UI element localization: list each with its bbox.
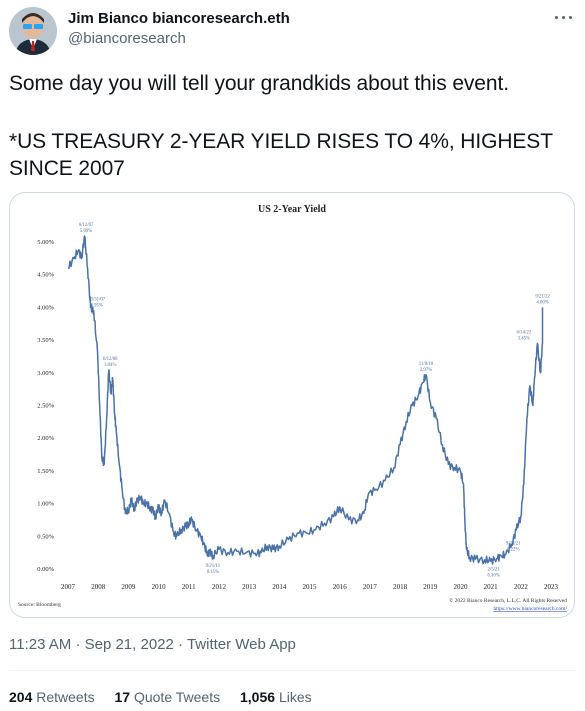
x-tick-label: 2014 xyxy=(272,583,287,591)
likes-label: Likes xyxy=(278,689,312,705)
x-tick-label: 2012 xyxy=(212,583,227,591)
y-tick-label: 1.00% xyxy=(37,501,54,508)
x-tick-label: 2017 xyxy=(363,583,378,591)
annotation-label: 0.10% xyxy=(487,573,499,578)
retweets-count: 204 xyxy=(9,689,33,705)
annotation-label: 10/31/07 xyxy=(88,298,106,303)
annotation-label: 2/5/21 xyxy=(488,567,501,572)
divider xyxy=(9,670,576,671)
x-tick-label: 2008 xyxy=(91,583,106,591)
x-tick-label: 2007 xyxy=(61,583,76,591)
tweet-timestamp[interactable]: 11:23 AM · Sep 21, 2022 · Twitter Web Ap… xyxy=(9,636,296,653)
yield-chart: US 2-Year Yield 0.00% 0.50% 1.00% 1.50% 2.00… xyxy=(18,204,567,612)
annotation-label: 6/12/07 xyxy=(79,223,94,228)
x-tick-label: 2009 xyxy=(121,583,136,591)
y-tick-label: 1.50% xyxy=(37,468,54,475)
tweet-media-image[interactable]: US 2-Year Yield 0.00% 0.50% 1.00% 1.50% 2.00… xyxy=(9,192,575,618)
quotes-label: Quote Tweets xyxy=(133,689,221,705)
y-tick-label: 4.00% xyxy=(37,304,54,311)
more-options-button[interactable] xyxy=(552,6,576,28)
annotation-label: 4.00% xyxy=(536,300,548,305)
x-tick-label: 2016 xyxy=(333,583,348,591)
x-tick-label: 2022 xyxy=(514,583,529,591)
annotation-label: 3.04% xyxy=(104,363,116,368)
chart-title: US 2-Year Yield xyxy=(258,204,326,215)
x-tick-label: 2021 xyxy=(484,583,499,591)
annotation-label: 0.22% xyxy=(507,548,519,553)
tweet-client[interactable]: Twitter Web App xyxy=(186,636,296,653)
likes-stat[interactable]: 1,056 Likes xyxy=(240,689,312,705)
annotation-label: 5.09% xyxy=(80,229,92,234)
retweets-stat[interactable]: 204 Retweets xyxy=(9,689,95,705)
annotation-label: 6/12/08 xyxy=(103,357,118,362)
y-tick-label: 2.50% xyxy=(37,403,54,410)
annotation-label: 11/8/18 xyxy=(419,362,434,367)
annotation-label: 9/20/21 xyxy=(506,542,521,547)
x-tick-label: 2020 xyxy=(453,583,468,591)
quote-tweets-stat[interactable]: 17 Quote Tweets xyxy=(115,689,221,705)
engagement-stats: 204 Retweets 17 Quote Tweets 1,056 Likes xyxy=(9,689,328,705)
x-tick-label: 2013 xyxy=(242,583,257,591)
x-tick-label: 2023 xyxy=(544,583,559,591)
x-tick-label: 2010 xyxy=(152,583,167,591)
retweets-label: Retweets xyxy=(36,689,95,705)
annotation-label: 3.45% xyxy=(518,336,530,341)
author-name[interactable]: Jim Bianco biancoresearch.eth xyxy=(68,10,290,27)
x-tick-label: 2018 xyxy=(393,583,408,591)
y-tick-label: 5.00% xyxy=(37,239,54,246)
author-handle[interactable]: @biancoresearch xyxy=(68,30,186,47)
annotation-label: 0.15% xyxy=(207,570,219,575)
annotation-label: 3.95% xyxy=(90,304,102,309)
more-dot-icon xyxy=(569,16,572,19)
annotation-label: 2.97% xyxy=(420,368,432,373)
y-tick-label: 2.00% xyxy=(37,435,54,442)
y-tick-label: 4.50% xyxy=(37,272,54,279)
x-tick-label: 2011 xyxy=(182,583,196,591)
tweet-time: 11:23 AM xyxy=(9,636,72,653)
tweet-text-line: Some day you will tell your grandkids ab… xyxy=(9,72,509,95)
avatar[interactable] xyxy=(9,7,57,55)
copyright-label: © 2022 Bianco Research, L.L.C. All Right… xyxy=(449,597,567,604)
tweet-text-line: *US TREASURY 2-YEAR YIELD RISES TO 4%, H… xyxy=(9,130,553,153)
annotation-label: 9/21/22 xyxy=(535,294,550,299)
quotes-count: 17 xyxy=(114,689,131,705)
y-tick-label: 0.00% xyxy=(37,566,54,573)
x-tick-label: 2019 xyxy=(423,583,438,591)
source-label: Source: Bloomberg xyxy=(18,602,61,608)
y-tick-label: 3.00% xyxy=(37,370,54,377)
tweet-date: Sep 21, 2022 xyxy=(84,636,174,653)
x-tick-label: 2015 xyxy=(303,583,318,591)
y-tick-label: 3.50% xyxy=(37,337,54,344)
y-tick-label: 0.50% xyxy=(37,533,54,540)
website-link[interactable]: https://www.biancoresearch.com/ xyxy=(493,606,567,612)
likes-count: 1,056 xyxy=(240,689,276,705)
annotation-label: 9/21/11 xyxy=(206,564,221,569)
more-dot-icon xyxy=(555,16,558,19)
series-line xyxy=(68,235,544,565)
more-dot-icon xyxy=(562,16,565,19)
annotation-label: 6/14/22 xyxy=(516,330,531,335)
tweet-text-line: SINCE 2007 xyxy=(9,157,125,180)
